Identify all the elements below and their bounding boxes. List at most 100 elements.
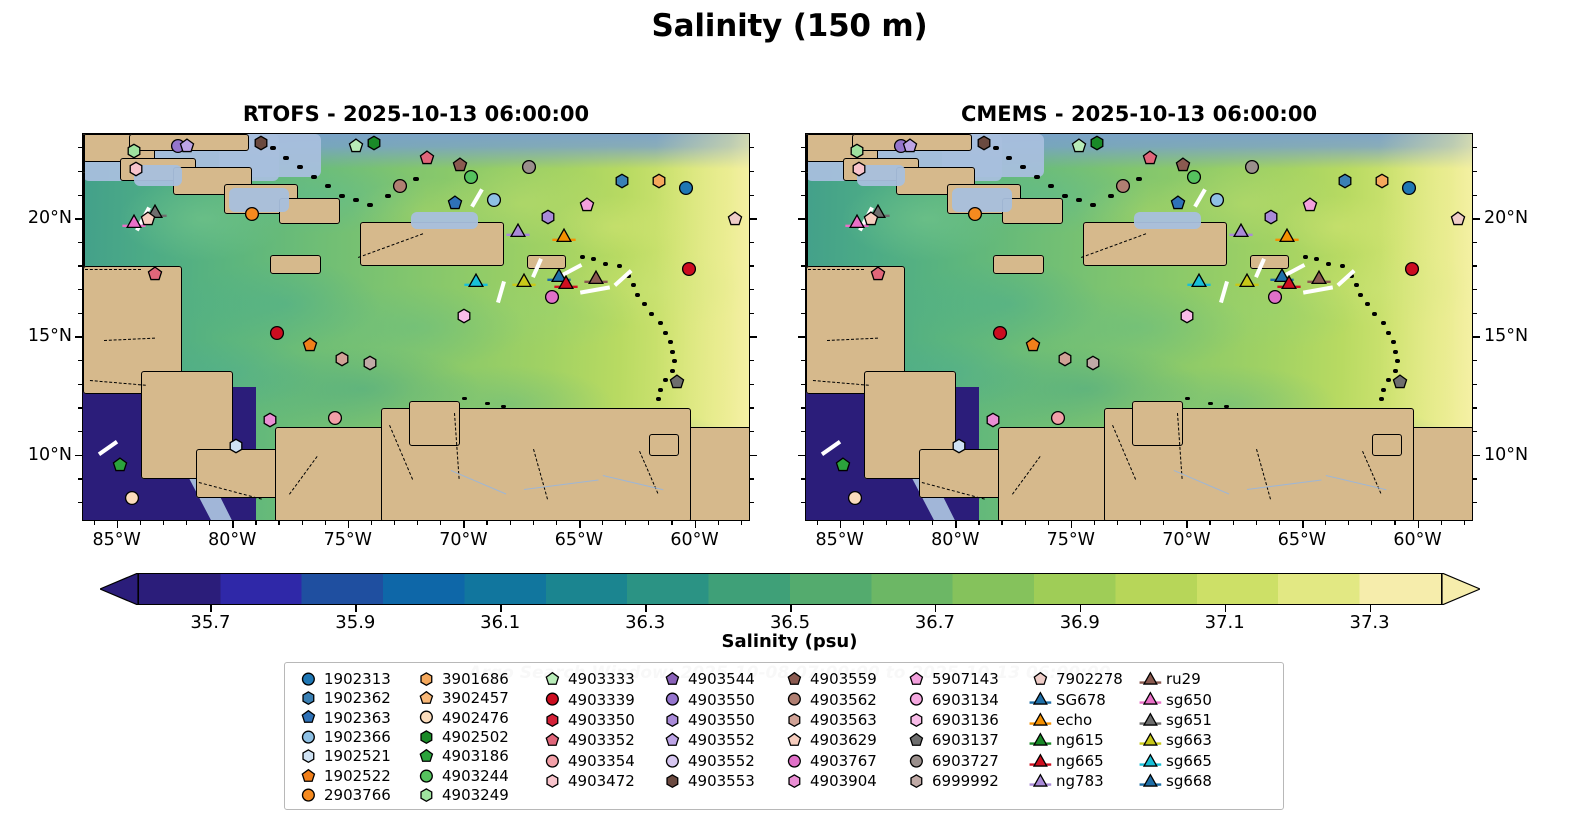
observation-marker[interactable] (570, 195, 603, 215)
observation-marker[interactable] (1062, 136, 1095, 156)
legend-item[interactable]: 1902521 (295, 747, 413, 766)
observation-marker[interactable] (117, 212, 150, 232)
observation-marker[interactable] (358, 134, 391, 153)
map-rtofs[interactable] (82, 133, 750, 521)
observation-marker[interactable] (1016, 335, 1049, 355)
observation-marker[interactable] (1166, 155, 1199, 175)
observation-marker[interactable] (672, 259, 705, 279)
observation-marker[interactable] (1293, 195, 1326, 215)
observation-marker[interactable] (293, 335, 326, 355)
observation-marker[interactable] (1106, 176, 1139, 196)
observation-marker[interactable] (838, 489, 871, 509)
legend-item[interactable]: 4903629 (781, 730, 903, 750)
observation-marker[interactable] (840, 212, 873, 232)
observation-marker[interactable] (1254, 207, 1287, 227)
observation-marker[interactable] (325, 349, 358, 369)
legend-item[interactable]: 4903339 (539, 689, 659, 709)
observation-marker[interactable] (536, 287, 569, 307)
colorbar[interactable]: 35.7 35.9 36.1 36.3 36.5 36.7 36.9 37.1 37.3 (100, 573, 1480, 633)
legend-item[interactable]: sg650 (1137, 689, 1245, 709)
legend-item[interactable]: 4903563 (781, 710, 903, 730)
observation-marker[interactable] (1259, 287, 1292, 307)
observation-marker[interactable] (1201, 190, 1234, 210)
observation-marker[interactable] (605, 172, 638, 192)
observation-marker[interactable] (383, 176, 416, 196)
legend-item[interactable]: 4903550 (659, 689, 781, 709)
observation-marker[interactable] (977, 411, 1010, 431)
observation-marker[interactable] (854, 209, 887, 229)
observation-marker[interactable] (103, 455, 136, 475)
legend-item[interactable]: 4903552 (659, 730, 781, 750)
legend-item[interactable]: 4903767 (781, 751, 903, 771)
legend-item[interactable]: 6903727 (903, 751, 1027, 771)
observation-marker[interactable] (439, 193, 472, 213)
observation-marker[interactable] (120, 160, 153, 180)
observation-marker[interactable] (353, 354, 386, 374)
observation-marker[interactable] (1134, 148, 1167, 168)
legend-item[interactable]: echo (1027, 710, 1137, 730)
observation-marker[interactable] (1365, 172, 1398, 192)
legend-item[interactable]: 4903544 (659, 669, 781, 689)
observation-marker[interactable] (1270, 226, 1303, 246)
observation-marker[interactable] (459, 271, 492, 291)
observation-marker[interactable] (478, 190, 511, 210)
legend-item[interactable]: sg665 (1137, 751, 1245, 771)
legend-item[interactable]: 3901686 (413, 669, 539, 688)
legend-item[interactable]: 4903249 (413, 786, 539, 805)
legend-item[interactable]: 4902502 (413, 727, 539, 746)
legend-item[interactable]: ru29 (1137, 669, 1245, 689)
observation-marker[interactable] (861, 264, 894, 284)
legend-item[interactable]: 4903186 (413, 747, 539, 766)
legend-item[interactable]: 4903552 (659, 751, 781, 771)
observation-marker[interactable] (661, 373, 694, 393)
observation-marker[interactable] (1224, 221, 1257, 241)
legend-item[interactable]: 4903350 (539, 710, 659, 730)
observation-marker[interactable] (448, 306, 481, 326)
legend-item[interactable]: 1902522 (295, 766, 413, 785)
legend-item[interactable]: 1902366 (295, 727, 413, 746)
observation-marker[interactable] (443, 155, 476, 175)
legend-item[interactable]: 6903136 (903, 710, 1027, 730)
observation-marker[interactable] (547, 226, 580, 246)
observation-marker[interactable] (131, 209, 164, 229)
legend-item[interactable]: 1902362 (295, 688, 413, 707)
observation-marker[interactable] (1041, 408, 1074, 428)
observation-marker[interactable] (1384, 373, 1417, 393)
observation-marker[interactable] (1076, 354, 1109, 374)
observation-marker[interactable] (984, 323, 1017, 343)
legend-item[interactable]: 4903354 (539, 751, 659, 771)
observation-marker[interactable] (1231, 271, 1264, 291)
map-cmems[interactable] (805, 133, 1473, 521)
observation-marker[interactable] (642, 172, 675, 192)
observation-marker[interactable] (117, 141, 150, 161)
observation-marker[interactable] (670, 179, 703, 199)
observation-marker[interactable] (261, 323, 294, 343)
observation-marker[interactable] (1162, 193, 1195, 213)
legend-item[interactable]: 4903472 (539, 771, 659, 791)
legend-item[interactable]: 4903244 (413, 766, 539, 785)
observation-marker[interactable] (958, 205, 991, 225)
observation-marker[interactable] (580, 269, 613, 289)
observation-marker[interactable] (219, 437, 252, 457)
legend-item[interactable]: 6903137 (903, 730, 1027, 750)
observation-marker[interactable] (1273, 273, 1306, 293)
observation-marker[interactable] (1441, 209, 1472, 229)
legend-item[interactable]: SG678 (1027, 689, 1137, 709)
observation-marker[interactable] (1236, 157, 1269, 177)
observation-marker[interactable] (1182, 271, 1215, 291)
observation-marker[interactable] (339, 136, 372, 156)
observation-marker[interactable] (840, 141, 873, 161)
observation-marker[interactable] (718, 209, 749, 229)
observation-marker[interactable] (244, 134, 277, 153)
observation-marker[interactable] (1081, 134, 1114, 153)
legend-item[interactable]: 1902363 (295, 708, 413, 727)
observation-marker[interactable] (1048, 349, 1081, 369)
legend-item[interactable]: 4903559 (781, 669, 903, 689)
legend[interactable]: 1902313 1902362 1902363 1902366 1902521 19025… (284, 662, 1284, 810)
observation-marker[interactable] (550, 273, 583, 293)
legend-item[interactable]: 4903553 (659, 771, 781, 791)
observation-marker[interactable] (171, 136, 204, 156)
legend-item[interactable]: 4903550 (659, 710, 781, 730)
observation-marker[interactable] (254, 411, 287, 431)
legend-item[interactable]: ng783 (1027, 771, 1137, 791)
